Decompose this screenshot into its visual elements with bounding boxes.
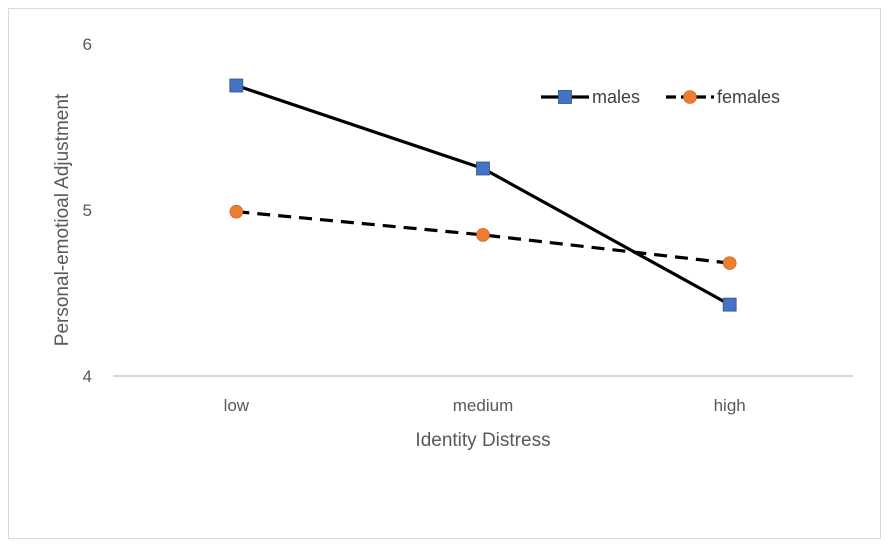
series-line-males bbox=[235, 83, 731, 307]
series-males bbox=[229, 78, 737, 312]
x-axis-ticks: low medium high bbox=[224, 396, 746, 415]
x-tick-label: low bbox=[224, 396, 250, 415]
data-point-males bbox=[229, 78, 244, 93]
legend-item-females: females bbox=[666, 87, 780, 107]
series-females bbox=[229, 204, 737, 270]
y-tick-label: 5 bbox=[83, 201, 92, 220]
data-point-females bbox=[722, 256, 737, 270]
legend-label: males bbox=[592, 87, 640, 107]
legend-marker bbox=[683, 90, 697, 104]
series bbox=[229, 78, 737, 312]
x-axis-title: Identity Distress bbox=[415, 430, 550, 451]
y-tick-label: 6 bbox=[83, 35, 92, 54]
data-point-males bbox=[476, 161, 490, 176]
chart-frame bbox=[8, 8, 881, 539]
y-axis-title: Personal-emotioal Adjustment bbox=[52, 93, 73, 346]
data-point-females bbox=[476, 228, 490, 242]
data-point-males bbox=[722, 297, 737, 312]
legend-label: females bbox=[717, 87, 780, 107]
legend: males females bbox=[541, 87, 780, 107]
y-tick-label: 4 bbox=[83, 367, 92, 386]
legend-item-males: males bbox=[541, 87, 640, 107]
legend-marker bbox=[558, 90, 572, 104]
x-tick-label: medium bbox=[453, 396, 513, 415]
data-point-females bbox=[229, 204, 244, 219]
x-tick-label: high bbox=[714, 396, 746, 415]
y-axis-ticks: 4 5 6 bbox=[83, 35, 92, 386]
